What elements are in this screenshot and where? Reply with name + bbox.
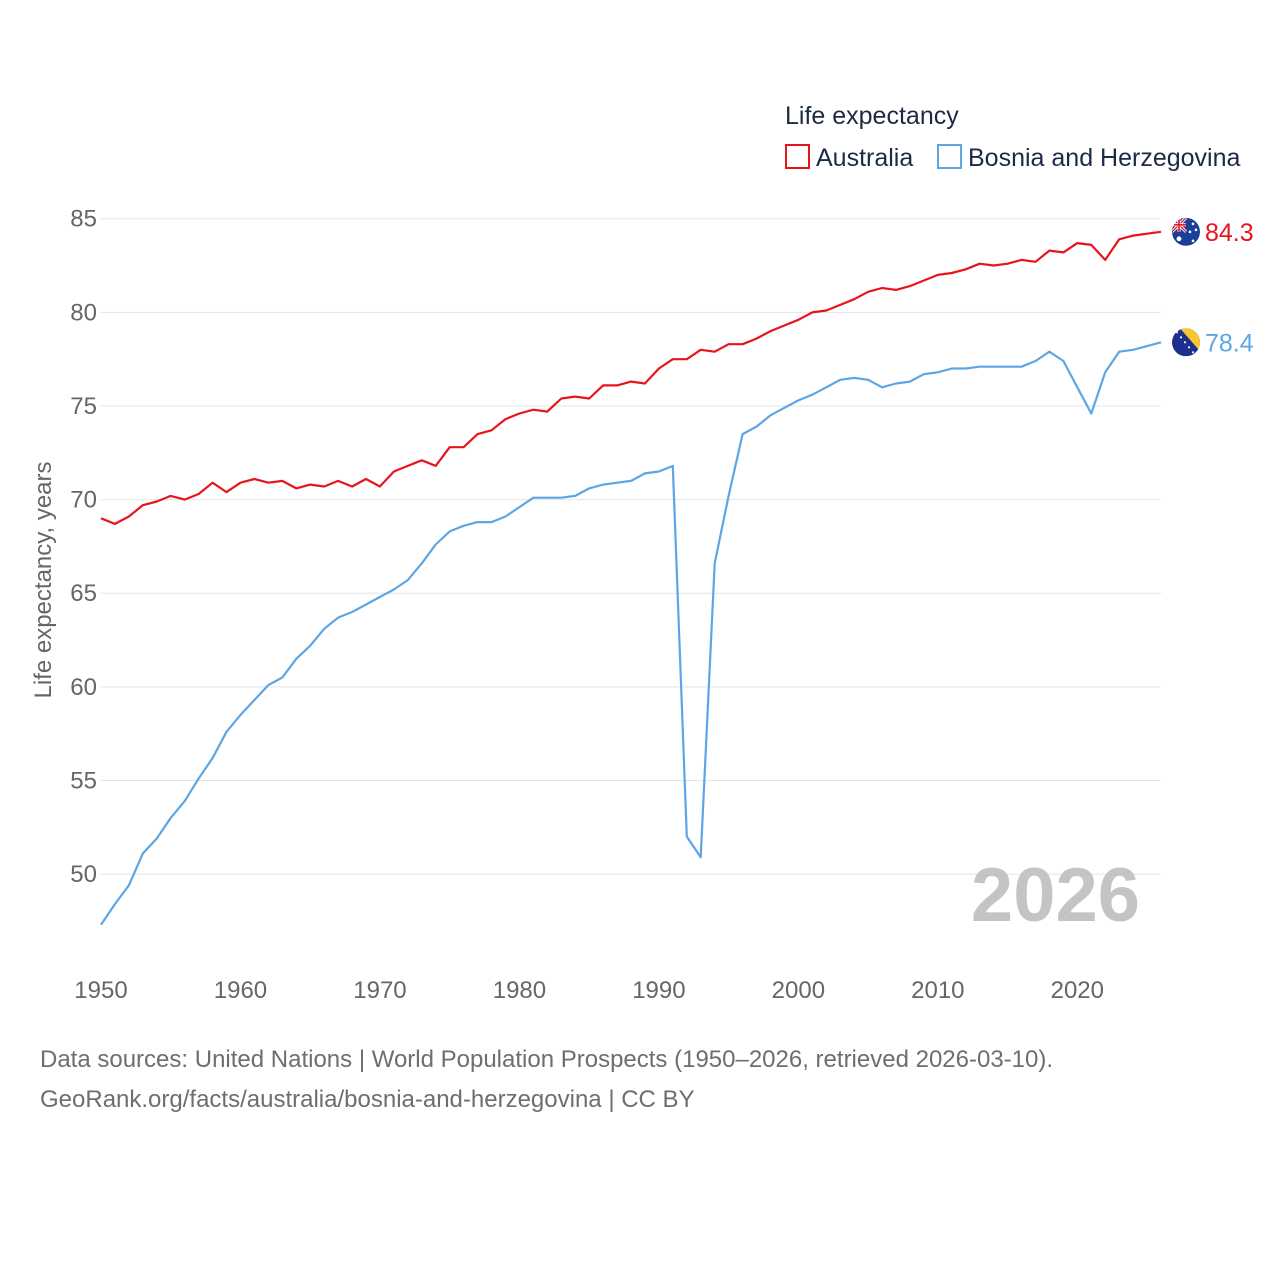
data-sources: Data sources: United Nations | World Pop…	[40, 1046, 1054, 1073]
credit-link[interactable]: GeoRank.org/facts/australia/bosnia-and-h…	[40, 1086, 695, 1113]
series-lines	[100, 230, 1162, 926]
australia-flag-icon	[1172, 217, 1200, 246]
legend-item-australia[interactable]: Australia	[785, 144, 913, 172]
y-tick-label: 55	[70, 767, 97, 794]
legend-title: Life expectancy	[785, 102, 959, 130]
y-tick-label: 80	[70, 299, 97, 326]
legend-label-australia: Australia	[816, 144, 913, 172]
footer: Data sources: United Nations | World Pop…	[40, 1040, 1260, 1120]
series-line-bosnia[interactable]	[100, 341, 1162, 926]
legend-swatch-australia	[785, 144, 810, 169]
y-tick-label: 70	[70, 487, 97, 514]
x-tick-label: 1970	[353, 977, 406, 1004]
y-tick-label: 65	[70, 580, 97, 607]
end-value-bosnia: 78.4	[1205, 329, 1254, 357]
x-tick-label: 1990	[632, 977, 685, 1004]
end-value-australia: 84.3	[1205, 219, 1254, 247]
x-tick-label: 2010	[911, 977, 964, 1004]
y-tick-label: 75	[70, 393, 97, 420]
bosnia-flag-icon	[1172, 328, 1200, 357]
grid	[101, 218, 1161, 875]
y-tick-label: 50	[70, 861, 97, 888]
y-axis-ticks: 50 55 60 65 70 75 80 85	[70, 206, 97, 888]
x-axis-ticks: 1950 1960 1970 1980 1990 2000 2010 2020	[74, 977, 1104, 1004]
legend-item-bosnia[interactable]: Bosnia and Herzegovina	[937, 144, 1240, 172]
x-tick-label: 1950	[74, 977, 127, 1004]
y-tick-label: 85	[70, 206, 97, 233]
y-axis-title: Life expectancy, years	[30, 461, 57, 698]
series-line-australia[interactable]	[100, 230, 1162, 526]
x-tick-label: 2000	[772, 977, 825, 1004]
legend-label-bosnia: Bosnia and Herzegovina	[968, 144, 1240, 172]
x-tick-label: 2020	[1051, 977, 1104, 1004]
x-tick-label: 1980	[493, 977, 546, 1004]
life-expectancy-chart: Life expectancy Australia Bosnia and Her…	[30, 102, 1254, 1004]
legend-swatch-bosnia	[937, 144, 962, 169]
x-tick-label: 1960	[214, 977, 267, 1004]
y-tick-label: 60	[70, 674, 97, 701]
year-watermark: 2026	[971, 853, 1140, 938]
